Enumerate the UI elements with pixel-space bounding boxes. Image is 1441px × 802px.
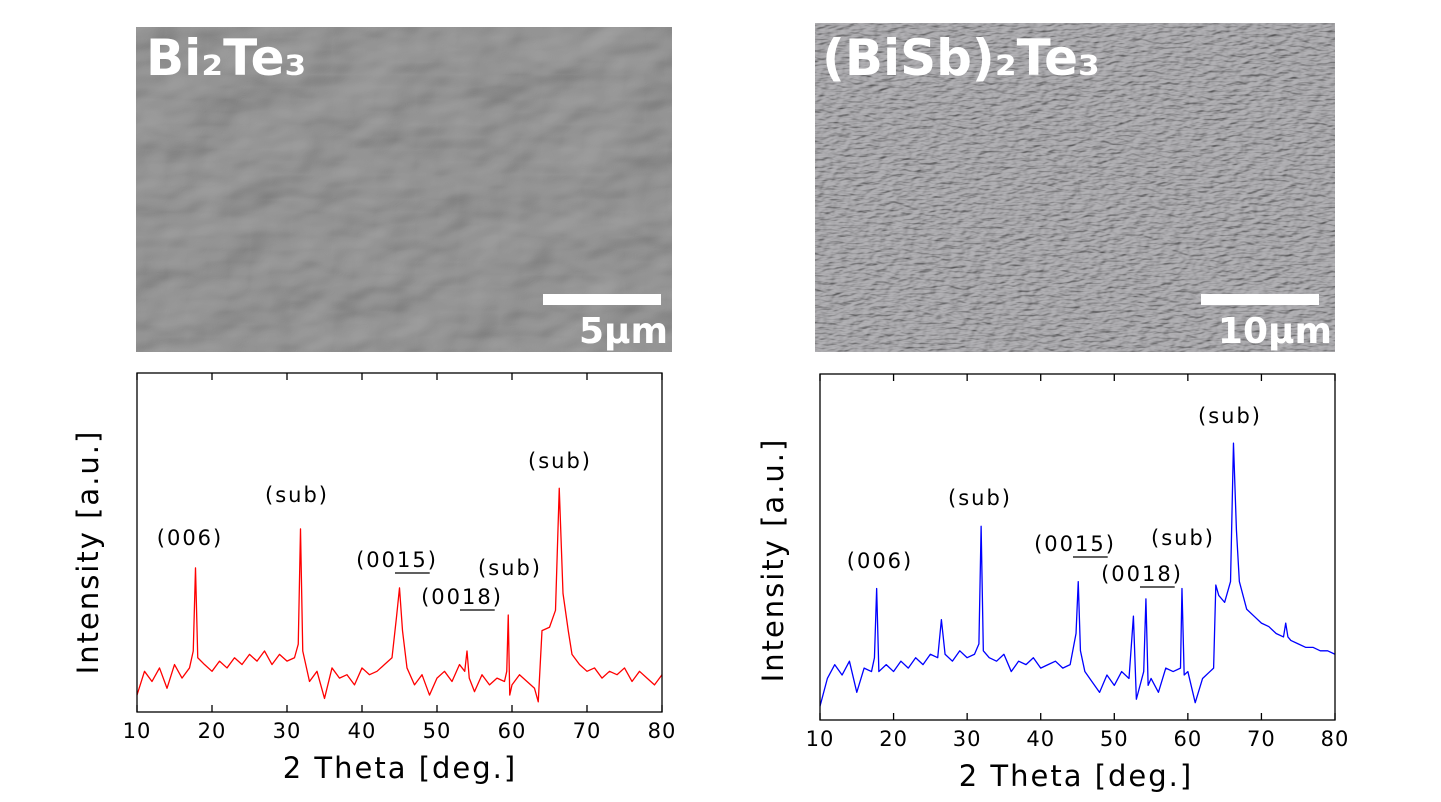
x-tick-label: 20 — [198, 719, 227, 743]
x-tick-label: 40 — [348, 719, 377, 743]
image-label: Bi₂Te₃ — [146, 29, 306, 87]
x-tick-label: 60 — [498, 719, 527, 743]
y-axis-label: Intensity [a.u.] — [71, 430, 105, 675]
scale-bar — [1201, 294, 1319, 305]
plot-frame — [819, 373, 1336, 721]
xrd-line — [819, 442, 1336, 707]
plot-frame — [136, 372, 663, 713]
peak-label: (sub) — [528, 449, 592, 473]
peak-label: (0015) — [356, 548, 438, 572]
x-tick-label: 50 — [423, 719, 452, 743]
peak-label: (0015) — [1034, 532, 1116, 556]
peak-label: (sub) — [478, 556, 542, 580]
peak-label: (sub) — [948, 486, 1012, 510]
x-tick-label: 40 — [1026, 727, 1055, 751]
x-axis-label: 2 Theta [deg.] — [959, 759, 1193, 793]
scale-bar — [543, 294, 661, 305]
image-label: (BiSb)₂Te₃ — [822, 29, 1100, 87]
x-tick-label: 60 — [1173, 727, 1202, 751]
x-tick-label: 30 — [953, 727, 982, 751]
scale-bar-label: 10μm — [1218, 311, 1332, 352]
x-tick-label: 70 — [573, 719, 602, 743]
peak-label: (sub) — [1198, 404, 1262, 428]
x-tick-label: 10 — [806, 727, 835, 751]
x-tick-label: 50 — [1100, 727, 1129, 751]
x-tick-label: 30 — [273, 719, 302, 743]
y-axis-label: Intensity [a.u.] — [756, 438, 790, 683]
x-axis-label: 2 Theta [deg.] — [283, 751, 517, 785]
peak-label: (sub) — [1151, 526, 1215, 550]
optical-image: (BiSb)₂Te₃ 10μm — [815, 23, 1335, 352]
peak-label: (006) — [157, 526, 223, 550]
x-tick-label: 10 — [123, 719, 152, 743]
sem-image: Bi₂Te₃ 5μm — [136, 27, 672, 352]
x-tick-label: 70 — [1247, 727, 1276, 751]
xrd-line — [136, 487, 663, 703]
peak-label: (sub) — [265, 483, 329, 507]
scale-bar-label: 5μm — [579, 311, 668, 352]
peak-label: (0018) — [1101, 562, 1183, 586]
peak-label: (0018) — [421, 585, 503, 609]
xrd-chart: 10 20 30 40 50 60 70 80 2 Theta [deg.] Intensity … — [756, 373, 1350, 793]
peak-label: (006) — [847, 549, 913, 573]
x-tick-label: 80 — [1321, 727, 1350, 751]
xrd-chart: 10 20 30 40 50 60 70 80 2 Theta [deg.] Intensity … — [71, 372, 677, 785]
x-tick-label: 80 — [648, 719, 677, 743]
x-tick-label: 20 — [879, 727, 908, 751]
